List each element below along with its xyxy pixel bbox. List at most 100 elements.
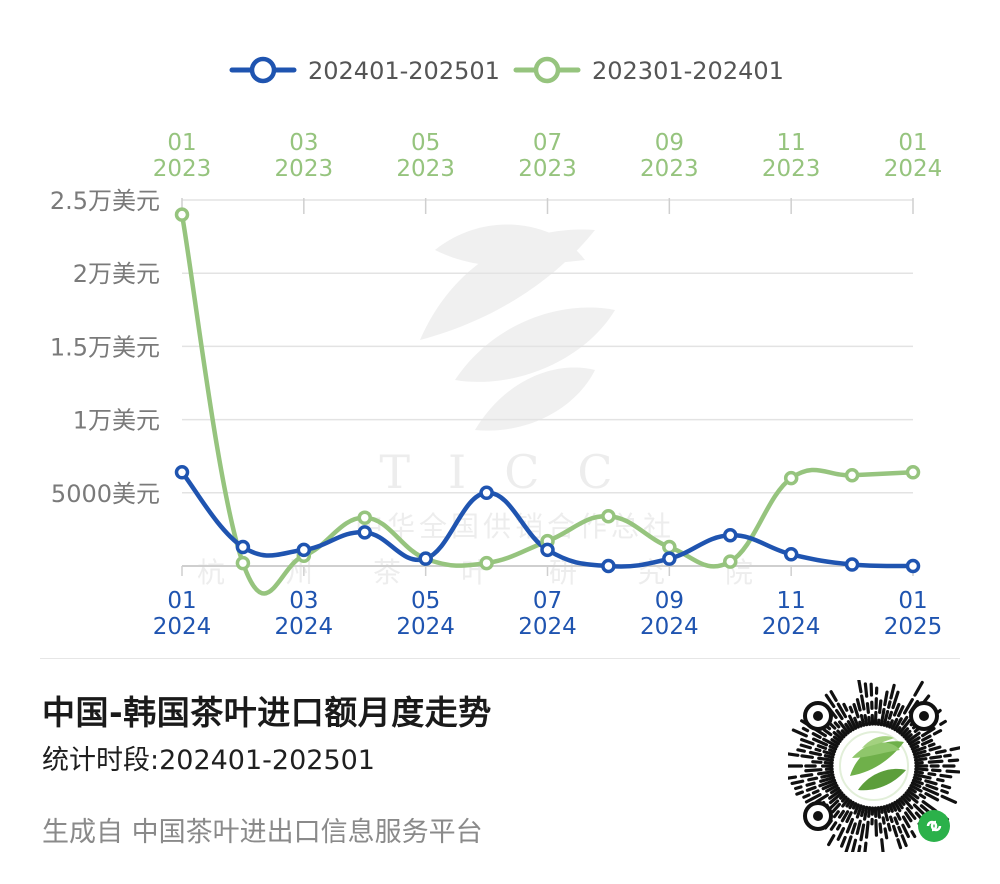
bottom-tick-month: 09 xyxy=(655,588,684,614)
top-tick-year: 2023 xyxy=(518,156,577,182)
data-point-2023 xyxy=(723,554,738,569)
bottom-tick-month: 05 xyxy=(411,588,440,614)
qr-ray xyxy=(836,823,842,831)
top-tick-year: 2023 xyxy=(153,156,212,182)
qr-ray xyxy=(823,754,835,759)
qr-ray xyxy=(805,781,816,787)
qr-ray xyxy=(904,791,919,804)
qr-ray xyxy=(848,800,855,810)
qr-ray xyxy=(903,698,914,715)
top-tick-month: 09 xyxy=(655,130,684,156)
qr-ray xyxy=(918,793,927,800)
qr-ray xyxy=(909,740,921,748)
qr-ray xyxy=(921,726,936,738)
leaf-icon xyxy=(850,736,906,791)
qr-code-rays xyxy=(788,680,960,852)
qr-ray xyxy=(867,715,872,726)
qr-ray xyxy=(811,737,829,747)
qr-ray xyxy=(900,727,910,737)
qr-ray xyxy=(929,755,943,760)
qr-ray xyxy=(839,793,846,800)
top-tick-year: 2023 xyxy=(640,156,699,182)
qr-ray xyxy=(893,800,902,813)
qr-ray xyxy=(825,784,839,793)
qr-ray xyxy=(924,779,938,786)
qr-ray xyxy=(795,790,804,796)
qr-ray xyxy=(822,750,836,757)
qr-ray xyxy=(881,816,886,825)
qr-ray xyxy=(817,770,835,776)
bottom-tick-year: 2024 xyxy=(396,614,455,640)
bottom-tick-year: 2024 xyxy=(275,614,334,640)
qr-ray xyxy=(857,680,863,694)
bottom-tick-month: 11 xyxy=(777,588,806,614)
qr-ray xyxy=(827,834,836,847)
qr-ray xyxy=(893,816,899,826)
qr-ray xyxy=(939,719,947,726)
qr-ray xyxy=(913,752,931,759)
mini-program-code-icon[interactable] xyxy=(788,680,960,852)
qr-ray xyxy=(836,827,846,841)
qr-ray xyxy=(896,705,905,718)
qr-ray xyxy=(904,811,913,823)
legend-label: 202301-202401 xyxy=(592,57,784,85)
qr-ray xyxy=(925,783,939,791)
qr-ray xyxy=(863,682,869,698)
qr-ray xyxy=(913,773,932,780)
qr-ray xyxy=(940,789,949,795)
qr-ray xyxy=(892,702,901,717)
qr-ray xyxy=(805,785,817,792)
data-point-2024 xyxy=(357,525,372,540)
qr-ray xyxy=(833,721,841,729)
qr-ray xyxy=(844,722,853,733)
qr-ray xyxy=(921,734,932,742)
qr-ray xyxy=(800,738,815,746)
statistics-period: 统计时段:202401-202501 xyxy=(42,745,375,776)
qr-ray xyxy=(850,822,857,835)
qr-ray xyxy=(908,736,921,746)
qr-ray xyxy=(892,824,899,838)
qr-ray xyxy=(864,820,870,839)
data-point-2024 xyxy=(296,542,312,558)
qr-ray xyxy=(919,804,931,814)
qr-ray xyxy=(800,754,814,759)
qr-ray xyxy=(799,743,812,750)
bottom-tick-month: 03 xyxy=(289,588,318,614)
qr-ray xyxy=(900,715,909,726)
legend-marker xyxy=(249,56,277,84)
qr-ray xyxy=(910,781,922,789)
qr-ray xyxy=(863,714,869,727)
qr-ray xyxy=(888,719,894,729)
qr-ray xyxy=(832,810,840,819)
y-tick-label: 2.5万美元 xyxy=(50,187,160,215)
qr-ray xyxy=(822,737,839,748)
data-point-2024 xyxy=(723,528,738,543)
x-axis-top: 0120230320230520230720230920231120230120… xyxy=(153,130,943,182)
data-point-2024 xyxy=(235,539,251,555)
qr-ray xyxy=(840,795,848,803)
qr-ray xyxy=(912,775,922,781)
qr-ray xyxy=(947,758,960,763)
qr-ray xyxy=(853,803,860,815)
qr-ray xyxy=(902,729,912,739)
bottom-tick-month: 07 xyxy=(533,588,562,614)
qr-ray xyxy=(889,683,896,700)
qr-ray xyxy=(896,838,903,850)
qr-ray xyxy=(867,806,872,818)
top-tick-month: 03 xyxy=(289,130,318,156)
qr-ray xyxy=(791,728,808,738)
qr-ray xyxy=(832,735,842,743)
qr-ray xyxy=(883,827,889,840)
qr-ray xyxy=(841,797,850,808)
qr-ray xyxy=(799,773,814,778)
watermark-letters: TICC xyxy=(379,445,650,499)
qr-ray xyxy=(927,742,936,748)
qr-ray xyxy=(811,760,823,764)
qr-ray xyxy=(840,835,847,848)
qr-ray xyxy=(863,841,868,852)
top-tick-month: 07 xyxy=(533,130,562,156)
qr-ray xyxy=(878,822,883,834)
qr-ray xyxy=(901,815,911,829)
qr-ray xyxy=(906,731,921,743)
data-point-2024 xyxy=(540,542,555,558)
